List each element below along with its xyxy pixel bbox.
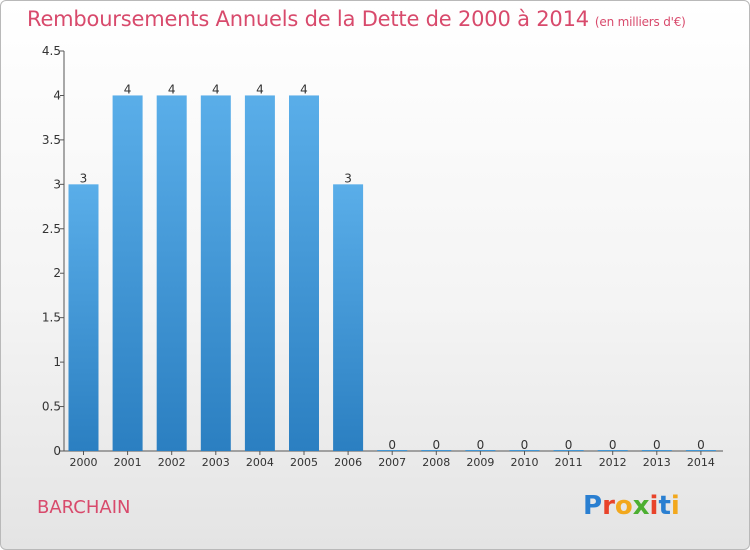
logo-letter: o (614, 491, 633, 521)
data-label-2000: 3 (80, 171, 88, 185)
x-tick-label-2010: 2010 (511, 456, 539, 469)
chart-subtitle: (en milliers d'€) (594, 15, 686, 29)
y-tick-label: 1.5 (42, 311, 61, 325)
x-tick-label-2000: 2000 (70, 456, 98, 469)
data-label-2008: 0 (432, 438, 440, 452)
y-tick-label: 3 (53, 177, 61, 191)
data-label-2014: 0 (697, 438, 705, 452)
proxiti-logo: Proxiti (583, 491, 680, 521)
logo-letter: r (602, 491, 615, 521)
logo-letter: i (670, 491, 680, 521)
x-tick-label-2006: 2006 (334, 456, 362, 469)
logo-letter: i (649, 491, 659, 521)
logo-letter: x (632, 491, 650, 521)
bar-2006 (333, 184, 364, 452)
data-label-2009: 0 (477, 438, 485, 452)
y-tick-label: 1 (53, 355, 61, 369)
data-label-2003: 4 (212, 82, 220, 96)
y-tick-label: 4 (53, 88, 61, 102)
bar-2007 (377, 450, 408, 451)
x-tick-label-2007: 2007 (378, 456, 406, 469)
x-tick-label-2012: 2012 (599, 456, 627, 469)
y-tick-label: 0.5 (42, 400, 61, 414)
x-tick-label-2005: 2005 (290, 456, 318, 469)
data-label-2004: 4 (256, 82, 264, 96)
data-label-2006: 3 (344, 171, 352, 185)
y-tick-label: 4.5 (42, 44, 61, 58)
bar-2004 (244, 95, 275, 451)
x-tick-label-2009: 2009 (466, 456, 494, 469)
y-tick-label: 0 (53, 444, 61, 458)
x-tick-label-2013: 2013 (643, 456, 671, 469)
y-tick-label: 2.5 (42, 222, 61, 236)
y-tick-label: 3.5 (42, 133, 61, 147)
bar-2013 (641, 450, 672, 451)
bar-2014 (685, 450, 716, 451)
location-name: BARCHAIN (37, 497, 131, 518)
x-tick-label-2002: 2002 (158, 456, 186, 469)
bar-2001 (112, 95, 143, 451)
data-label-2013: 0 (653, 438, 661, 452)
bar-2011 (553, 450, 584, 451)
bar-2000 (68, 184, 99, 452)
data-label-2002: 4 (168, 82, 176, 96)
data-label-2007: 0 (388, 438, 396, 452)
data-label-2010: 0 (521, 438, 529, 452)
bar-2009 (465, 450, 496, 451)
data-label-2005: 4 (300, 82, 308, 96)
data-label-2011: 0 (565, 438, 573, 452)
data-label-2001: 4 (124, 82, 132, 96)
bar-2008 (421, 450, 452, 451)
bar-2005 (289, 95, 319, 451)
title-text: Remboursements Annuels de la Dette de 20… (27, 7, 589, 31)
x-tick-label-2003: 2003 (202, 456, 230, 469)
y-tick-label: 2 (53, 266, 61, 280)
x-tick-label-2011: 2011 (555, 456, 583, 469)
data-label-2012: 0 (609, 438, 617, 452)
logo-letter: P (583, 491, 603, 521)
chart-title: Remboursements Annuels de la Dette de 20… (27, 7, 686, 31)
bar-2010 (509, 450, 540, 451)
x-tick-label-2014: 2014 (687, 456, 715, 469)
x-tick-label-2004: 2004 (246, 456, 274, 469)
bar-2012 (597, 450, 628, 451)
bar-2003 (200, 95, 231, 451)
x-tick-label-2008: 2008 (422, 456, 450, 469)
x-tick-label-2001: 2001 (114, 456, 142, 469)
logo-letter: t (658, 491, 671, 521)
bar-2002 (156, 95, 187, 451)
